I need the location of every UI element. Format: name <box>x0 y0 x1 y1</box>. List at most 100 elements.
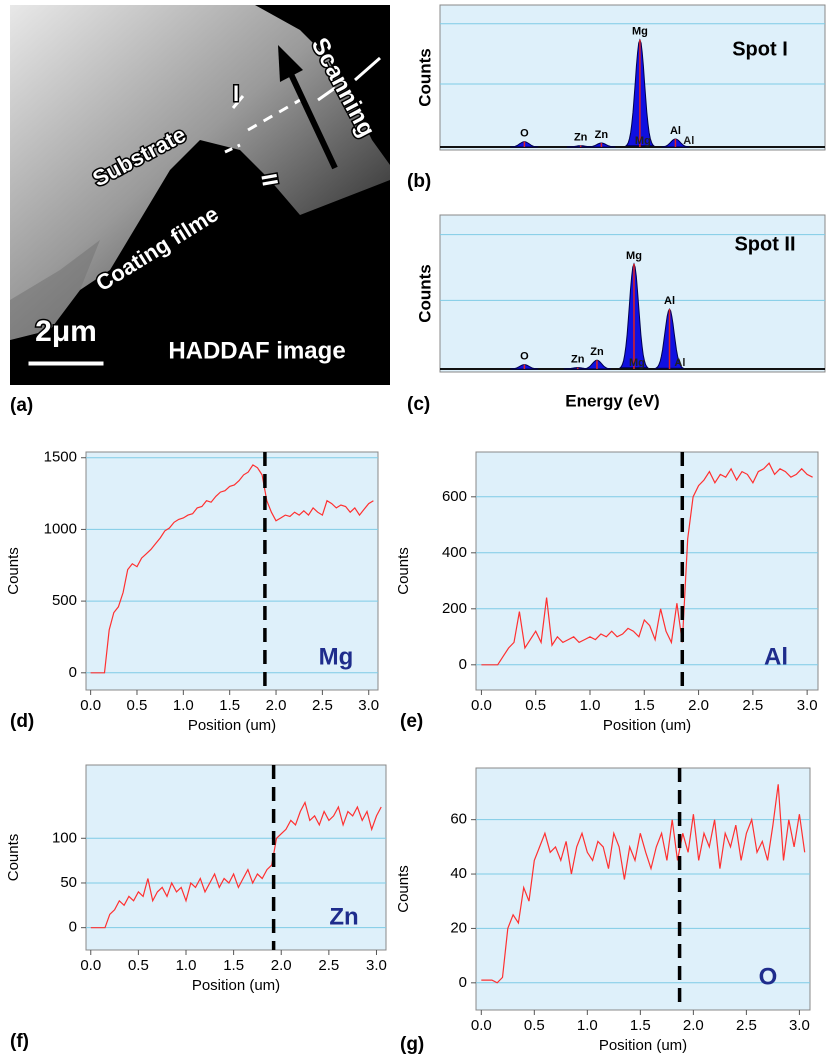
peak-label: Zn <box>590 346 604 358</box>
data-line <box>90 800 382 929</box>
scale-bar-label: 2μm <box>35 315 97 348</box>
marker <box>224 143 241 154</box>
y-tick-label: 600 <box>442 488 467 505</box>
peak-label: Al <box>670 125 681 137</box>
scale-bar <box>27 360 105 367</box>
image-caption: HADDAF image <box>168 337 345 364</box>
x-axis-label: Energy (eV) <box>565 391 659 410</box>
plot-area <box>85 451 379 691</box>
x-tick-label: 0.5 <box>525 697 546 714</box>
y-tick-label: 0 <box>69 664 77 681</box>
panel-label: (f) <box>10 1031 29 1052</box>
x-tick-label: 0.0 <box>80 957 101 974</box>
peak-label: Mg <box>632 26 648 38</box>
spectrum-title: Spot II <box>734 233 795 255</box>
x-tick-label: 2.0 <box>266 697 287 714</box>
y-axis-label: Counts <box>415 264 434 323</box>
marker-label: Mg <box>629 357 645 369</box>
x-tick-label: 1.5 <box>219 697 240 714</box>
peak-label: Mg <box>626 250 642 262</box>
plot-area <box>85 764 387 951</box>
peak-label: Zn <box>595 129 609 141</box>
element-label: O <box>759 963 778 990</box>
element-label: Mg <box>319 643 354 670</box>
peak-label: O <box>520 128 529 140</box>
x-tick-label: 2.5 <box>742 697 763 714</box>
panel-label: (b) <box>407 171 431 192</box>
y-axis-label: Counts <box>415 48 434 107</box>
marker-label: Al <box>674 357 685 369</box>
x-axis-label: Position (um) <box>192 977 280 994</box>
x-tick-label: 1.5 <box>630 1017 651 1034</box>
texture <box>10 240 100 340</box>
y-tick-label: 1500 <box>44 449 77 466</box>
data-line <box>90 464 374 674</box>
peak-label: Zn <box>571 353 585 365</box>
y-axis-label: Counts <box>5 834 22 882</box>
data-line <box>481 462 813 666</box>
y-axis-label: Counts <box>395 865 412 913</box>
y-tick-label: 400 <box>442 544 467 561</box>
peak-label: Al <box>664 295 675 307</box>
plot-area <box>475 451 819 691</box>
y-tick-label: 60 <box>450 811 467 828</box>
panel-label: (d) <box>10 711 34 732</box>
x-tick-label: 3.0 <box>358 697 379 714</box>
peak-label: Zn <box>574 132 588 144</box>
marker <box>354 56 381 82</box>
panel-label: (a) <box>10 395 33 416</box>
x-axis-label: Position (um) <box>599 1037 687 1054</box>
y-tick-label: 20 <box>450 919 467 936</box>
x-tick-label: 0.5 <box>128 957 149 974</box>
x-axis-label: Position (um) <box>603 717 691 734</box>
panel-label: (g) <box>400 1034 424 1055</box>
x-tick-label: 1.0 <box>173 697 194 714</box>
x-tick-label: 0.0 <box>80 697 101 714</box>
marker-label: Mg <box>635 135 651 147</box>
y-axis-label: Counts <box>395 547 412 595</box>
peak-label: O <box>520 351 529 363</box>
y-tick-label: 1000 <box>44 520 77 537</box>
plot-area <box>475 767 811 1011</box>
element-label: Zn <box>329 903 358 930</box>
x-tick-label: 3.0 <box>797 697 818 714</box>
y-tick-label: 200 <box>442 600 467 617</box>
y-tick-label: 50 <box>60 874 77 891</box>
micrograph: Substrate Coating filme Scanning I II 2μ… <box>10 5 390 385</box>
x-tick-label: 3.0 <box>789 1017 810 1034</box>
spot-label: II <box>256 172 283 188</box>
panel-label: (e) <box>400 711 423 732</box>
y-tick-label: 500 <box>52 592 77 609</box>
x-tick-label: 1.0 <box>577 1017 598 1034</box>
y-tick-label: 100 <box>52 829 77 846</box>
x-tick-label: 0.5 <box>524 1017 545 1034</box>
spectrum-title: Spot I <box>732 38 788 60</box>
x-tick-label: 0.5 <box>127 697 148 714</box>
y-tick-label: 0 <box>459 974 467 991</box>
x-axis-label: Position (um) <box>188 717 276 734</box>
scan-markers <box>224 56 381 154</box>
x-tick-label: 2.0 <box>688 697 709 714</box>
scan-arrow <box>287 70 338 170</box>
spot-label: I <box>233 81 239 106</box>
x-tick-label: 2.5 <box>318 957 339 974</box>
y-tick-label: 40 <box>450 865 467 882</box>
x-tick-label: 1.5 <box>223 957 244 974</box>
panel-label: (c) <box>407 394 430 415</box>
x-tick-label: 3.0 <box>366 957 387 974</box>
x-tick-label: 0.0 <box>471 697 492 714</box>
y-axis-label: Counts <box>5 547 22 595</box>
marker-label: Al <box>683 135 694 147</box>
marker <box>317 86 336 102</box>
x-tick-label: 1.0 <box>580 697 601 714</box>
x-tick-label: 1.0 <box>176 957 197 974</box>
marker <box>231 95 245 109</box>
x-tick-label: 1.5 <box>634 697 655 714</box>
y-tick-label: 0 <box>69 919 77 936</box>
x-tick-label: 2.0 <box>683 1017 704 1034</box>
y-tick-label: 0 <box>459 656 467 673</box>
element-label: Al <box>764 643 788 670</box>
data-line <box>481 784 806 984</box>
scan-arrowhead <box>278 45 303 82</box>
